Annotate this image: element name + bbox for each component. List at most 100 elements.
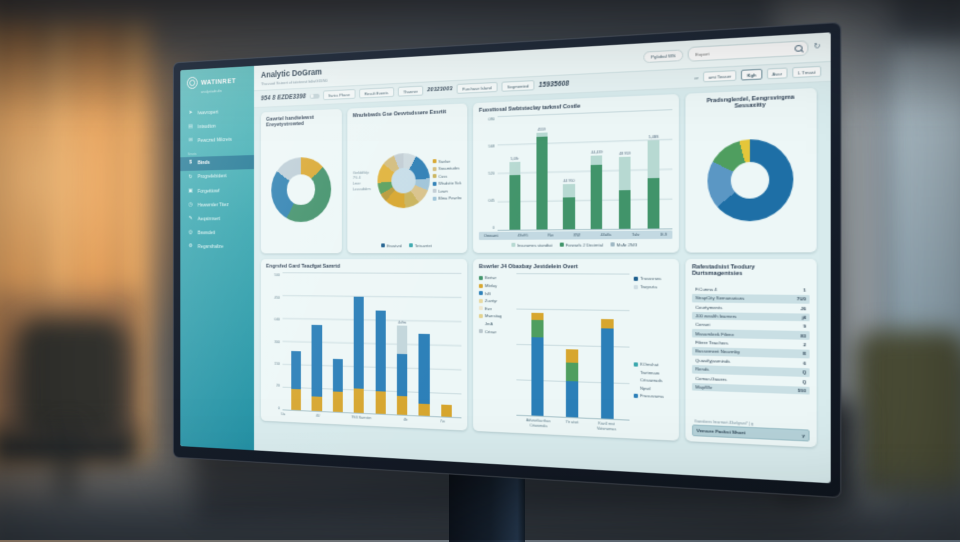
bar[interactable] xyxy=(563,274,582,418)
axis-label: 43x95 xyxy=(517,233,528,238)
subfilter-2[interactable]: Avar xyxy=(766,67,788,80)
filter-button-2[interactable]: Thanner xyxy=(397,85,424,97)
subfilter-3[interactable]: L Tmast xyxy=(792,65,822,79)
bar[interactable] xyxy=(372,273,389,414)
left-legend: Bertwr Mbrlay IvB Zuvrtyr Ewr Mwestiag JmA Crts… xyxy=(478,273,512,427)
bar[interactable] xyxy=(288,273,304,410)
table-body: F.Cunna 4 1 StrapCity Semanarians 7U0 Courty… xyxy=(692,285,810,421)
bar[interactable] xyxy=(416,273,433,416)
card-title: Pradsnglerdel, Eengrsvirgma Sessaxitty xyxy=(706,93,795,111)
y-axis: 090 568 520 045 0 xyxy=(479,117,498,231)
sidebar-item-label: Pewczsd Milcrets xyxy=(197,137,232,144)
card-security-donut: Pradsnglerdel, Eengrsvirgma Sessaxitty xyxy=(685,87,817,253)
stat-right: 15935608 xyxy=(538,79,570,89)
legend-item: Cuss xyxy=(432,173,462,179)
brand-name: WATINRET xyxy=(200,76,236,87)
legend-item: Wtsdstte Sckett xyxy=(432,181,461,187)
subfilter-prefix: or xyxy=(694,74,699,81)
legend-swatch xyxy=(478,313,483,319)
sidebar-item-label: Iwavropert xyxy=(197,109,219,116)
capital-donut-chart[interactable] xyxy=(271,156,332,223)
filter-button-1[interactable]: Result Events xyxy=(358,87,394,99)
sidebar-item-7[interactable]: ✎ Aeqstrnsert xyxy=(180,212,254,227)
subfilter-0[interactable]: ami Teaser xyxy=(703,70,737,83)
main-panel: Analytic DoGram Thavuxd Ssieert of txtet… xyxy=(254,32,831,483)
sidebar-item-9[interactable]: ⚙ Regsrsfralize xyxy=(180,240,254,254)
global-filter-button[interactable]: Pglobal WS xyxy=(643,48,684,63)
toggle-switch[interactable] xyxy=(309,93,320,99)
axis-label: 8'W xyxy=(573,232,581,237)
legend-item: Zuvrtyr xyxy=(478,298,512,304)
sidebar-item-8[interactable]: ◎ Bswsdeti xyxy=(180,226,254,241)
range-button-0[interactable]: Purchase Island xyxy=(456,81,498,94)
card-title: Bswrler J4 Obaxbay Jestdelein Overt xyxy=(478,263,578,270)
donut-footer-legend: Erswtvrd Tetsuvrtet xyxy=(353,241,462,248)
bar[interactable]: 4559 xyxy=(533,114,551,229)
bar[interactable]: 5,4BS xyxy=(644,110,663,229)
axis-tick: 090 xyxy=(488,116,495,123)
legend-swatch xyxy=(559,242,564,247)
axis-label: 7tr atsrt xyxy=(565,419,579,425)
search-input[interactable] xyxy=(693,44,795,58)
axis-tick: 150 xyxy=(274,360,280,366)
bar[interactable]: 5,08r xyxy=(506,116,524,230)
bar[interactable]: 4x9m xyxy=(394,273,411,415)
sidebar-item-label: Binds xyxy=(197,160,210,167)
legend-item: IvB xyxy=(478,291,512,296)
axis-label: 4b xyxy=(403,417,408,422)
bar-value-label: 4x9m xyxy=(398,320,407,325)
card-transpay-bars: Engrsfed Gard Teacfgat Samrtd 500 450 040 3… xyxy=(260,258,468,431)
bar[interactable] xyxy=(330,273,346,412)
filter-button-0[interactable]: Swiss Phase xyxy=(322,89,356,101)
bar-value-label: 44 950 xyxy=(563,178,575,183)
legend-swatch xyxy=(432,166,437,171)
bar[interactable] xyxy=(309,273,325,411)
legend-item: Insurames standtat xyxy=(511,242,552,247)
security-donut-chart[interactable] xyxy=(707,137,794,222)
bar[interactable]: 44,439 xyxy=(587,112,606,229)
plot-area xyxy=(516,273,630,421)
axis-tick: 040 xyxy=(274,316,280,322)
sidebar-item-6[interactable]: ◷ Hswwrsler Titez xyxy=(180,197,254,212)
legend-swatch xyxy=(381,243,386,248)
bar[interactable]: 44 950 xyxy=(560,113,578,229)
refresh-button[interactable]: ↻ xyxy=(813,42,821,51)
card-capital-donut: Gawrtel handtelewst Ereyetystrowted xyxy=(260,108,342,253)
bar[interactable]: 48 959 xyxy=(615,111,634,229)
sidebar-item-label: Forgettiowf xyxy=(197,188,220,195)
right-legend: Trasusrara Twrpsrta KOmshat Twrtrmam Crtsaw… xyxy=(633,274,673,435)
legend-swatch xyxy=(478,291,483,296)
bar-value-label: 48 959 xyxy=(619,151,631,157)
bar[interactable] xyxy=(351,273,367,413)
legend-item: Erswtvrd xyxy=(381,243,402,248)
bar[interactable] xyxy=(598,274,617,419)
axis-tick: 20 xyxy=(276,382,280,388)
bar-series: 4x9m xyxy=(283,273,462,417)
monitor: WATINRET analystadrultn ➤ Iwavropert ▤ I… xyxy=(172,21,842,499)
bar[interactable] xyxy=(438,273,455,417)
gear-icon: ⚙ xyxy=(188,243,193,250)
bar-series xyxy=(516,274,629,420)
bar[interactable] xyxy=(528,274,546,416)
brand-logo-icon xyxy=(186,76,198,90)
legend-swatch xyxy=(610,242,615,247)
legend-swatch xyxy=(478,283,483,288)
sidebar-item-5[interactable]: ▣ Forgettiowf xyxy=(180,183,254,199)
table-row[interactable]: Courtyments J6 xyxy=(695,304,807,311)
legend-item: Savlue xyxy=(432,158,462,164)
legend-item: Twrtrmam xyxy=(640,369,660,376)
legend-item: JmA xyxy=(484,321,493,327)
range-button-1[interactable]: Segmented xyxy=(501,80,535,92)
legend-item: Blma Pewrlne xyxy=(432,196,461,201)
legend-swatch xyxy=(478,275,483,281)
legend-item: Bertwr xyxy=(478,275,512,281)
commissions-donut-chart[interactable] xyxy=(377,152,430,209)
search-box[interactable] xyxy=(687,40,808,62)
cards-grid: Gawrtel handtelewst Ereyetystrowted Mnuf… xyxy=(254,81,831,483)
legend-swatch xyxy=(478,306,483,311)
legend-item: Crtsawrads xyxy=(640,377,663,384)
donut-legend: Savlue Sreamtudes Cuss Wtsdstte Sckett Lown B… xyxy=(432,158,462,201)
sidebar: WATINRET analystadrultn ➤ Iwavropert ▤ I… xyxy=(180,65,255,451)
subfilter-1[interactable]: Kgh xyxy=(741,68,762,81)
